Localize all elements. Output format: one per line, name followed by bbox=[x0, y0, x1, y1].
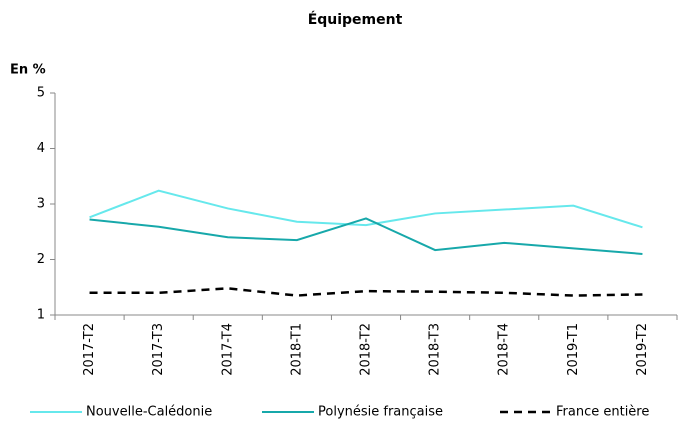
y-tick-label: 4 bbox=[37, 141, 45, 156]
series-line bbox=[89, 217, 643, 255]
x-tick-label: 2017-T3 bbox=[151, 323, 166, 376]
x-tick-label: 2017-T2 bbox=[82, 323, 97, 376]
x-tick-label: 2018-T3 bbox=[428, 323, 443, 376]
chart-title: Équipement bbox=[308, 11, 403, 28]
legend-label: France entière bbox=[556, 405, 649, 420]
y-axis-label: En % bbox=[10, 63, 46, 78]
y-tick-label: 1 bbox=[37, 308, 45, 323]
y-tick-label: 2 bbox=[37, 252, 45, 267]
x-tick-label: 2018-T1 bbox=[289, 323, 304, 376]
legend-label: Nouvelle-Calédonie bbox=[86, 405, 212, 420]
x-tick-label: 2018-T4 bbox=[497, 323, 512, 376]
y-tick-label: 3 bbox=[37, 197, 45, 212]
legend-label: Polynésie française bbox=[318, 405, 443, 420]
x-tick-label: 2017-T4 bbox=[220, 323, 235, 376]
x-tick-label: 2018-T2 bbox=[359, 323, 374, 376]
series-line bbox=[89, 287, 643, 297]
y-tick-label: 5 bbox=[37, 86, 45, 101]
x-tick-label: 2019-T1 bbox=[566, 323, 581, 376]
series-line bbox=[89, 189, 643, 229]
x-tick-label: 2019-T2 bbox=[635, 323, 650, 376]
